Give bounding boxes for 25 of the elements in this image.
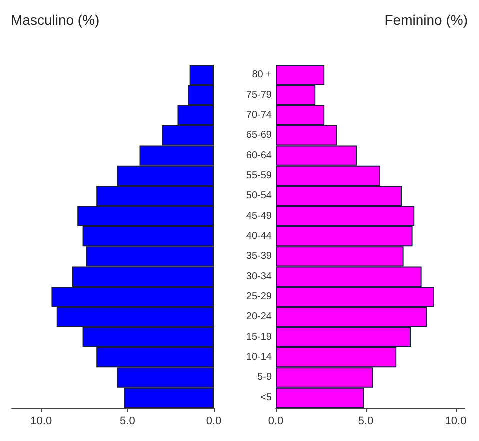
x-tick-label: 0.0 (206, 416, 222, 428)
y-tick-label: 25-29 (246, 292, 272, 303)
y-tick-label: 20-24 (246, 312, 272, 323)
y-tick-label: 65-69 (246, 130, 272, 142)
y-tick-label: 30-34 (246, 271, 272, 282)
y-tick-label: 60-64 (246, 150, 272, 162)
x-tick-label: 5.0 (358, 416, 374, 428)
y-tick-label: 10-14 (246, 352, 272, 364)
y-tick-label: 15-19 (246, 332, 272, 343)
y-tick-label: 35-39 (246, 251, 272, 262)
y-tick-label: 5-9 (258, 372, 272, 384)
y-tick-label: 55-59 (246, 170, 272, 182)
y-tick-label: 40-44 (246, 231, 272, 242)
chart-title: Feminino (%) (384, 12, 468, 28)
x-tick-label: 0.0 (268, 416, 284, 428)
x-tick-label: 10.0 (445, 416, 467, 428)
x-tick-label: 10.0 (30, 416, 52, 428)
x-tick-label: 5.0 (120, 416, 136, 428)
y-tick-label: <5 (260, 392, 272, 404)
y-tick-label: 50-54 (246, 190, 272, 202)
chart-title: Masculino (%) (11, 12, 100, 28)
y-tick-label: 45-49 (246, 210, 272, 222)
y-tick-label: 70-74 (246, 110, 272, 121)
y-tick-label: 80 + (252, 70, 272, 81)
y-tick-label: 75-79 (246, 90, 272, 101)
